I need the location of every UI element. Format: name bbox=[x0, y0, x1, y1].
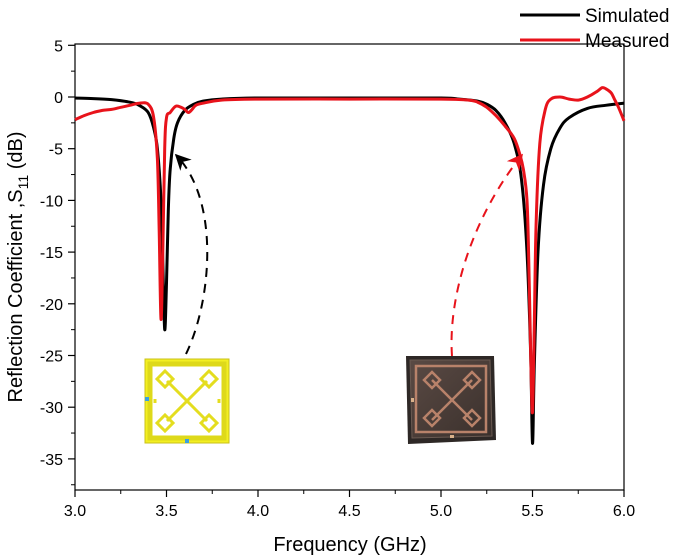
series-line-measured bbox=[74, 86, 626, 415]
y-tick-label: -15 bbox=[40, 245, 63, 262]
legend-label-simulated: Simulated bbox=[585, 6, 670, 27]
y-tick-label: -5 bbox=[49, 142, 63, 159]
y-tick-label: -20 bbox=[40, 297, 63, 314]
y-tick-label: 5 bbox=[54, 38, 63, 55]
x-axis-ticks: 3.0 3.5 4.0 4.5 5.0 5.5 6.0 bbox=[64, 490, 635, 520]
legend: Simulated Measured bbox=[520, 6, 670, 52]
x-tick-label: 5.5 bbox=[521, 503, 543, 520]
x-tick-label: 3.0 bbox=[64, 503, 86, 520]
y-tick-label: 0 bbox=[54, 90, 63, 107]
x-tick-label: 4.0 bbox=[247, 503, 269, 520]
y-axis-title-main: Reflection Coefficient ,S bbox=[5, 189, 27, 402]
y-tick-label: -25 bbox=[40, 349, 63, 366]
series-layer bbox=[74, 86, 626, 445]
antenna-layout-inset bbox=[144, 358, 230, 444]
x-tick-label: 4.5 bbox=[338, 503, 360, 520]
y-axis-title-subscript: 11 bbox=[15, 175, 31, 190]
x-tick-label: 5.0 bbox=[430, 503, 452, 520]
y-axis-title-unit: (dB) bbox=[5, 132, 27, 175]
y-axis-title: Reflection Coefficient ,S11 (dB) bbox=[5, 132, 31, 403]
y-axis-ticks: 5 0 -5 -10 -15 -20 -25 -30 -35 bbox=[40, 38, 75, 486]
y-tick-label: -35 bbox=[40, 452, 63, 469]
annotation-arrow-measured bbox=[450, 153, 523, 357]
annotation-arrow-simulated bbox=[174, 153, 209, 355]
x-tick-label: 6.0 bbox=[613, 503, 635, 520]
legend-label-measured: Measured bbox=[585, 31, 670, 52]
y-tick-label: -30 bbox=[40, 400, 63, 417]
x-axis-title: Frequency (GHz) bbox=[273, 534, 426, 556]
x-tick-label: 3.5 bbox=[155, 503, 177, 520]
y-tick-label: -10 bbox=[40, 193, 63, 210]
fabricated-antenna-inset bbox=[406, 356, 496, 444]
